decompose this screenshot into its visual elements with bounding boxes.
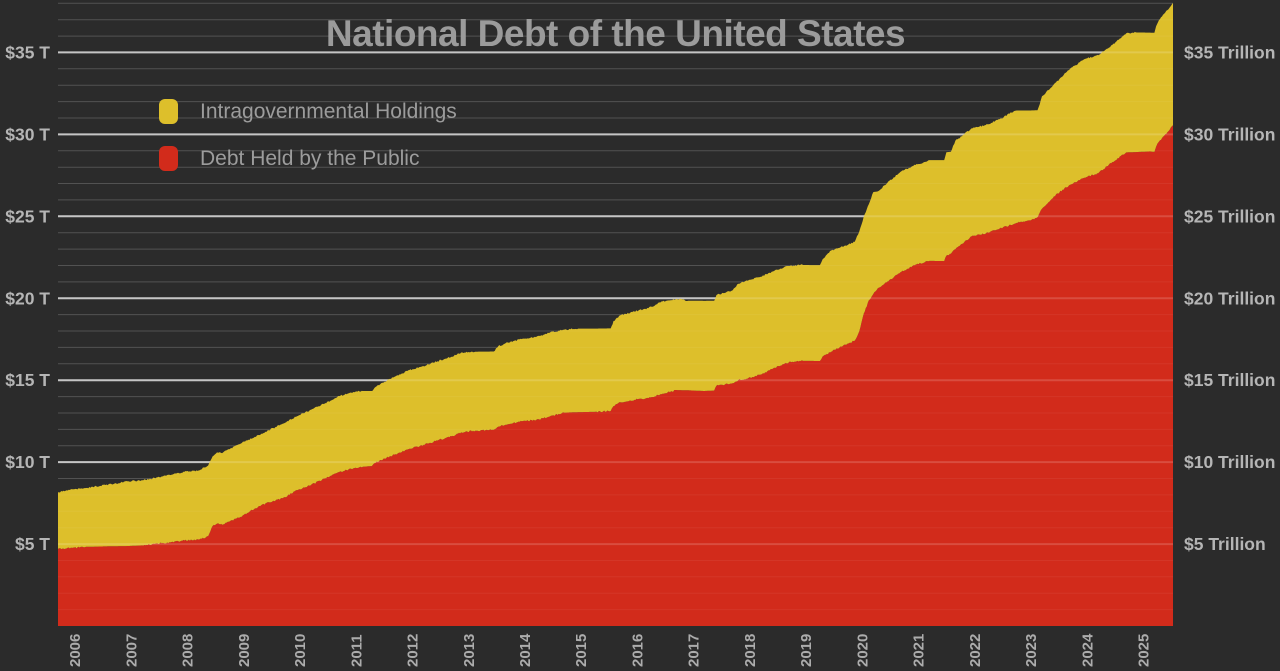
x-axis-label-2009: 2009 — [236, 634, 253, 667]
y-axis-label-left-5: $5 T — [15, 534, 50, 554]
y-axis-label-left-25: $25 T — [5, 206, 50, 226]
area-intragovernmental-holdings — [58, 2, 1173, 550]
y-axis-label-left-20: $20 T — [5, 288, 50, 308]
x-axis-label-2007: 2007 — [123, 634, 140, 667]
x-axis-label-2020: 2020 — [854, 634, 871, 667]
legend-item-public: Debt Held by the Public — [159, 146, 457, 171]
x-axis-label-2022: 2022 — [967, 634, 984, 667]
y-axis-label-right-35: $35 Trillion — [1184, 42, 1275, 62]
legend-item-intragovernmental: Intragovernmental Holdings — [159, 99, 457, 124]
y-axis-label-right-10: $10 Trillion — [1184, 452, 1275, 472]
x-axis-label-2006: 2006 — [67, 634, 84, 667]
x-axis-label-2019: 2019 — [798, 634, 815, 667]
x-axis-label-2017: 2017 — [686, 634, 703, 667]
legend: Intragovernmental Holdings Debt Held by … — [159, 99, 457, 171]
x-axis-label-2011: 2011 — [348, 634, 365, 667]
x-axis-label-2016: 2016 — [629, 634, 646, 667]
x-axis-label-2018: 2018 — [742, 634, 759, 667]
x-axis-label-2015: 2015 — [573, 634, 590, 667]
legend-label-intragovernmental: Intragovernmental Holdings — [200, 99, 457, 123]
y-axis-label-right-30: $30 Trillion — [1184, 124, 1275, 144]
x-axis-label-2025: 2025 — [1135, 634, 1152, 667]
legend-label-public: Debt Held by the Public — [200, 146, 420, 170]
y-axis-label-left-35: $35 T — [5, 42, 50, 62]
y-axis-label-right-25: $25 Trillion — [1184, 206, 1275, 226]
area-debt-held-by-public — [58, 125, 1173, 626]
x-axis-label-2012: 2012 — [404, 634, 421, 667]
y-axis-label-right-15: $15 Trillion — [1184, 370, 1275, 390]
x-axis-label-2013: 2013 — [461, 634, 478, 667]
x-axis-label-2024: 2024 — [1079, 633, 1096, 667]
legend-swatch-public-icon — [159, 146, 178, 171]
y-axis-label-left-15: $15 T — [5, 370, 50, 390]
y-axis-label-left-10: $10 T — [5, 452, 50, 472]
y-axis-label-right-20: $20 Trillion — [1184, 288, 1275, 308]
x-axis-label-2023: 2023 — [1023, 634, 1040, 667]
x-axis-label-2014: 2014 — [517, 633, 534, 667]
legend-swatch-intragovernmental-icon — [159, 99, 178, 124]
y-axis-label-left-30: $30 T — [5, 124, 50, 144]
x-axis-label-2021: 2021 — [911, 634, 928, 667]
x-axis-label-2008: 2008 — [180, 634, 197, 667]
y-axis-label-right-5: $5 Trillion — [1184, 534, 1266, 554]
x-axis-label-2010: 2010 — [292, 634, 309, 667]
chart-title: National Debt of the United States — [325, 13, 906, 54]
